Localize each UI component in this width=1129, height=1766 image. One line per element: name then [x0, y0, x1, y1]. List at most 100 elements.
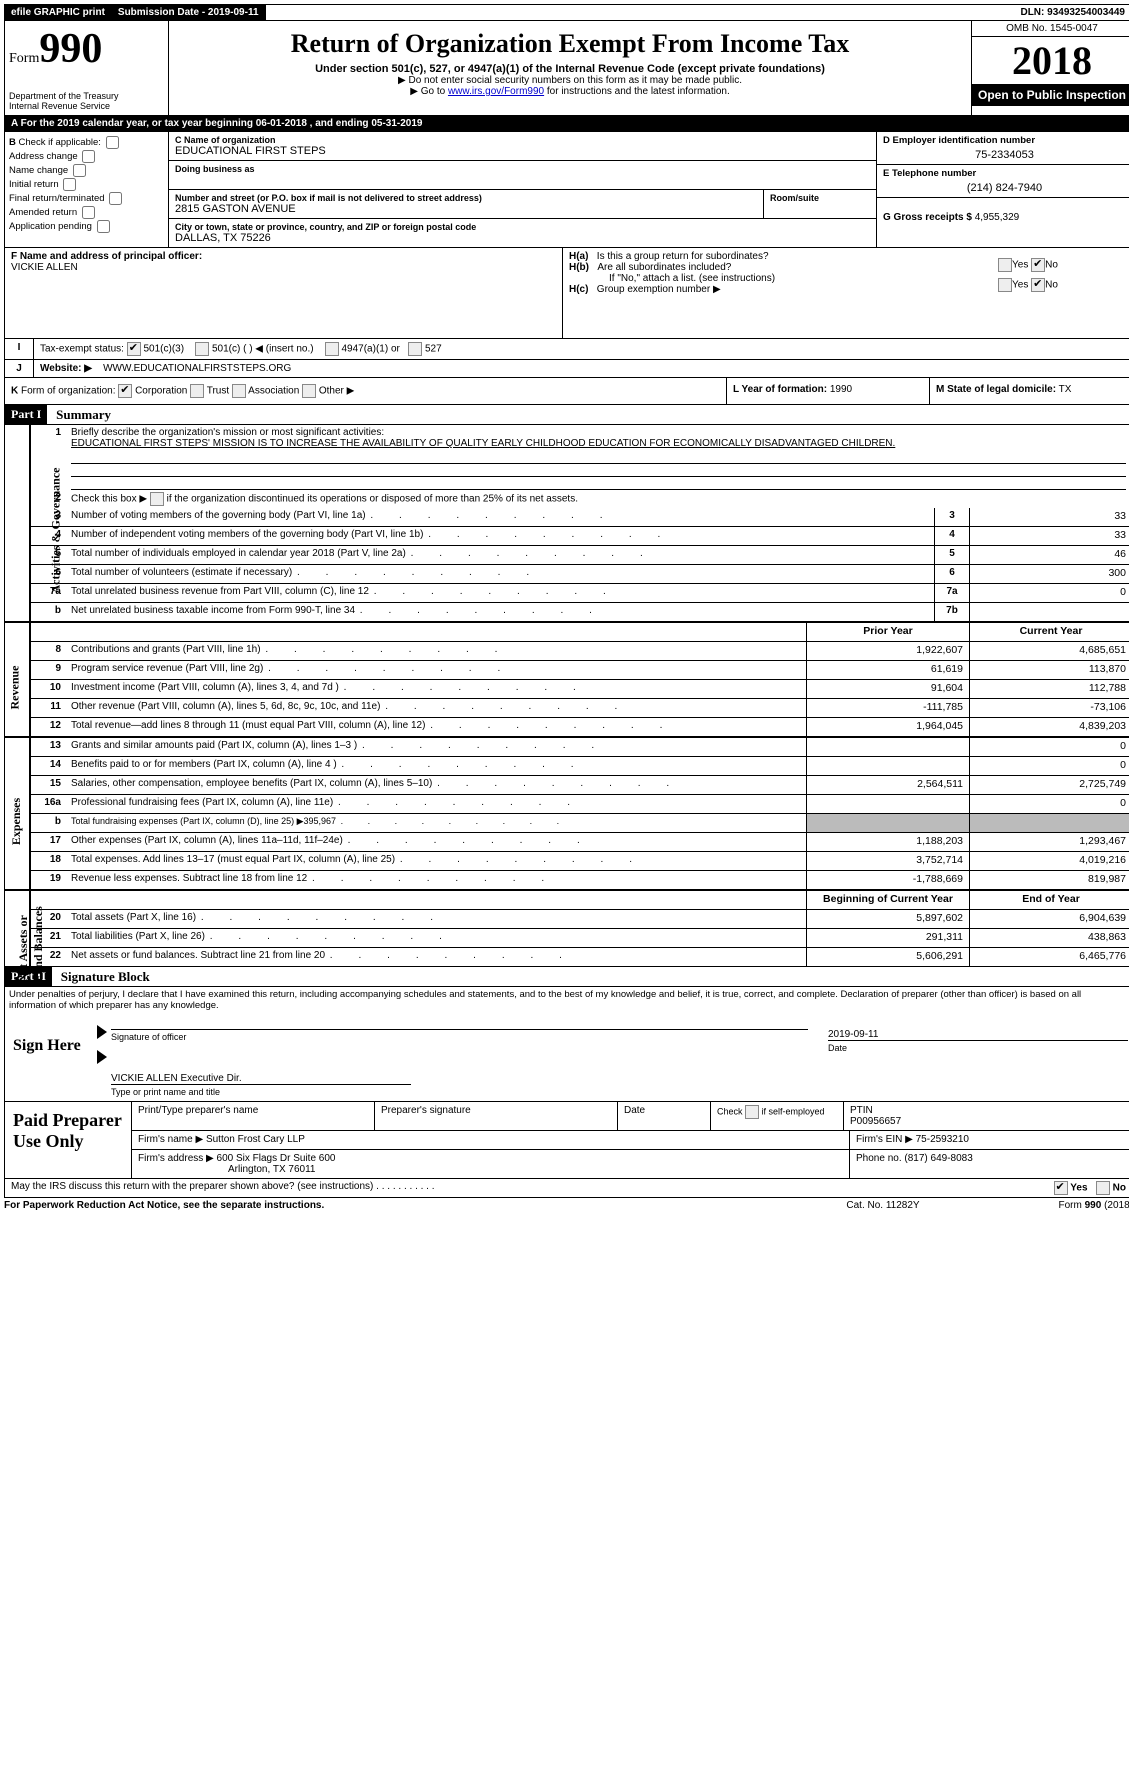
part1-title: Summary	[50, 405, 117, 424]
arrow-icon-2	[97, 1050, 107, 1064]
sig-date: 2019-09-11	[828, 1017, 1128, 1041]
table-row: 16aProfessional fundraising fees (Part I…	[31, 795, 1129, 814]
firm-addr2: Arlington, TX 76011	[138, 1164, 315, 1175]
note-1: ▶ Do not enter social security numbers o…	[173, 75, 967, 86]
firm-name: Sutton Frost Cary LLP	[206, 1134, 305, 1145]
discuss-yes[interactable]	[1054, 1181, 1068, 1195]
h-a-label: Is this a group return for subordinates?	[597, 251, 769, 262]
table-row: 13Grants and similar amounts paid (Part …	[31, 738, 1129, 757]
street-address: 2815 GASTON AVENUE	[175, 203, 296, 215]
table-row: 22Net assets or fund balances. Subtract …	[31, 948, 1129, 966]
b-option[interactable]: Name change	[9, 164, 164, 177]
h-note: If "No," attach a list. (see instruction…	[569, 273, 988, 284]
note-2: ▶ Go to www.irs.gov/Form990 for instruct…	[173, 86, 967, 97]
line2-text: Check this box ▶ if the organization dis…	[67, 490, 1129, 508]
dln: DLN: 93493254003449	[1014, 5, 1129, 20]
discuss-no[interactable]	[1096, 1181, 1110, 1195]
ein-label: Firm's EIN ▶	[856, 1134, 913, 1145]
table-row: 15Salaries, other compensation, employee…	[31, 776, 1129, 795]
form-subtitle: Under section 501(c), 527, or 4947(a)(1)…	[173, 63, 967, 75]
i-527[interactable]	[408, 342, 422, 356]
table-row: 19Revenue less expenses. Subtract line 1…	[31, 871, 1129, 889]
firm-phone: (817) 649-8083	[904, 1153, 972, 1164]
table-row: 5Total number of individuals employed in…	[31, 546, 1129, 565]
arrow-icon	[97, 1025, 107, 1039]
line2-check[interactable]	[150, 492, 164, 506]
omb-number: OMB No. 1545-0047	[972, 21, 1129, 37]
phone-label: Phone no.	[856, 1153, 902, 1164]
table-row: 4Number of independent voting members of…	[31, 527, 1129, 546]
c-name-label: C Name of organization	[175, 135, 870, 145]
firm-addr1: 600 Six Flags Dr Suite 600	[217, 1153, 336, 1164]
ptin: P00956657	[850, 1116, 901, 1127]
department: Department of the Treasury Internal Reve…	[9, 91, 164, 111]
side-expenses: Expenses	[9, 797, 24, 844]
tax-year: 2018	[972, 37, 1129, 84]
j-label: Website: ▶	[40, 363, 92, 374]
table-row: bNet unrelated business taxable income f…	[31, 603, 1129, 621]
table-row: 7aTotal unrelated business revenue from …	[31, 584, 1129, 603]
firm-label: Firm's name ▶	[138, 1134, 203, 1145]
prep-name-hdr: Print/Type preparer's name	[132, 1102, 375, 1130]
date-cap: Date	[828, 1043, 1128, 1053]
table-row: 3Number of voting members of the governi…	[31, 508, 1129, 527]
k-corp[interactable]	[118, 384, 132, 398]
ha-yes[interactable]	[998, 258, 1012, 272]
submission-date: Submission Date - 2019-09-11	[112, 5, 266, 20]
k-other[interactable]	[302, 384, 316, 398]
cat-no: Cat. No. 11282Y	[783, 1200, 983, 1211]
firm-ein: 75-2593210	[916, 1134, 969, 1145]
hb-yes[interactable]	[998, 278, 1012, 292]
discuss-text: May the IRS discuss this return with the…	[11, 1181, 1054, 1195]
form-footer: Form 990 (2018)	[983, 1200, 1129, 1211]
e-label: E Telephone number	[883, 168, 976, 179]
b-option[interactable]: Initial return	[9, 178, 164, 191]
b-option[interactable]: Amended return	[9, 206, 164, 219]
b-option[interactable]: Address change	[9, 150, 164, 163]
room-label: Room/suite	[770, 193, 870, 203]
table-row: 11Other revenue (Part VIII, column (A), …	[31, 699, 1129, 718]
col-begin: Beginning of Current Year	[806, 891, 969, 909]
prep-date-hdr: Date	[618, 1102, 711, 1130]
top-bar: efile GRAPHIC print Submission Date - 20…	[4, 4, 1129, 21]
col-prior: Prior Year	[806, 623, 969, 641]
row-a-period: A For the 2019 calendar year, or tax yea…	[4, 116, 1129, 132]
form-number: Form990	[9, 25, 164, 73]
table-row: 20Total assets (Part X, line 16)5,897,60…	[31, 910, 1129, 929]
mission-text: EDUCATIONAL FIRST STEPS' MISSION IS TO I…	[71, 438, 895, 449]
section-b-to-g: B Check if applicable: Address change Na…	[4, 132, 1129, 248]
ha-no[interactable]	[1031, 258, 1045, 272]
form-title: Return of Organization Exempt From Incom…	[173, 29, 967, 59]
addr-label: Number and street (or P.O. box if mail i…	[175, 193, 757, 203]
m-label: M State of legal domicile:	[936, 384, 1056, 395]
dba-label: Doing business as	[175, 164, 870, 174]
l-label: L Year of formation:	[733, 384, 827, 395]
i-501c3[interactable]	[127, 342, 141, 356]
k-trust[interactable]	[190, 384, 204, 398]
org-name: EDUCATIONAL FIRST STEPS	[175, 145, 326, 157]
efile-button[interactable]: efile GRAPHIC print	[5, 5, 112, 20]
city-label: City or town, state or province, country…	[175, 222, 870, 232]
table-row: 10Investment income (Part VIII, column (…	[31, 680, 1129, 699]
k-assoc[interactable]	[232, 384, 246, 398]
self-emp-check[interactable]	[745, 1105, 759, 1119]
ptin-label: PTIN	[850, 1105, 873, 1116]
b-check[interactable]	[106, 136, 119, 149]
f-label: F Name and address of principal officer:	[11, 251, 202, 262]
website: WWW.EDUCATIONALFIRSTSTEPS.ORG	[103, 363, 291, 374]
b-option[interactable]: Application pending	[9, 220, 164, 233]
table-row: 14Benefits paid to or for members (Part …	[31, 757, 1129, 776]
i-501c[interactable]	[195, 342, 209, 356]
phone: (214) 824-7940	[883, 179, 1126, 194]
paperwork-notice: For Paperwork Reduction Act Notice, see …	[4, 1200, 783, 1211]
b-option[interactable]: Final return/terminated	[9, 192, 164, 205]
irs-link[interactable]: www.irs.gov/Form990	[448, 86, 544, 97]
col-end: End of Year	[969, 891, 1129, 909]
b-label: Check if applicable:	[19, 137, 101, 148]
table-row: 6Total number of volunteers (estimate if…	[31, 565, 1129, 584]
d-label: D Employer identification number	[883, 135, 1035, 146]
h-c-label: Group exemption number ▶	[597, 284, 721, 295]
hb-no[interactable]	[1031, 278, 1045, 292]
name-title-cap: Type or print name and title	[111, 1087, 1128, 1097]
i-4947[interactable]	[325, 342, 339, 356]
